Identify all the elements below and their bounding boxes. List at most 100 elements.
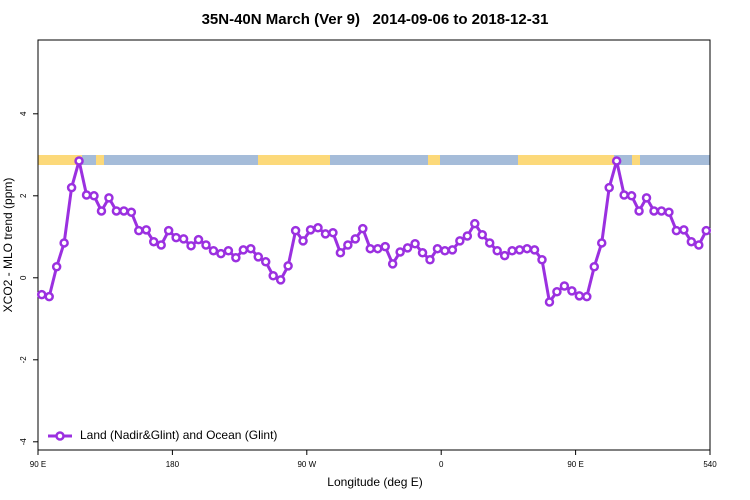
data-point bbox=[171, 232, 181, 243]
data-point bbox=[611, 156, 622, 166]
data-point bbox=[567, 286, 577, 296]
y-tick-label: -2 bbox=[19, 356, 28, 364]
data-point bbox=[395, 247, 405, 257]
data-point bbox=[36, 289, 47, 300]
data-point bbox=[216, 248, 226, 259]
data-point bbox=[66, 182, 77, 193]
data-point bbox=[387, 259, 398, 269]
data-point bbox=[634, 206, 644, 216]
data-point bbox=[156, 240, 166, 250]
data-point bbox=[208, 245, 219, 256]
data-point bbox=[470, 218, 480, 229]
data-point bbox=[425, 255, 435, 265]
data-point bbox=[686, 236, 697, 247]
data-point bbox=[462, 231, 473, 241]
x-tick-label: 540 bbox=[703, 460, 717, 469]
data-point bbox=[59, 238, 69, 248]
data-point bbox=[89, 191, 99, 201]
y-tick-label: 4 bbox=[19, 111, 28, 116]
data-point bbox=[313, 223, 323, 233]
data-point bbox=[380, 241, 390, 252]
data-point bbox=[238, 245, 249, 255]
data-point bbox=[268, 271, 278, 281]
data-point bbox=[537, 255, 547, 265]
x-tick-label: 180 bbox=[166, 460, 180, 469]
chart-title: 35N-40N March (Ver 9) 2014-09-06 to 2018… bbox=[202, 11, 549, 28]
x-tick-label: 90 E bbox=[30, 460, 46, 469]
data-point bbox=[365, 243, 376, 254]
data-point bbox=[335, 248, 346, 258]
data-point bbox=[246, 243, 256, 254]
data-point bbox=[104, 193, 114, 203]
data-point bbox=[343, 240, 353, 250]
x-tick-label: 0 bbox=[439, 460, 444, 469]
y-tick-label: 0 bbox=[19, 275, 28, 280]
data-point bbox=[320, 229, 331, 239]
data-point bbox=[350, 234, 361, 244]
data-point bbox=[298, 236, 308, 246]
data-point bbox=[507, 245, 517, 256]
data-point bbox=[44, 291, 54, 302]
data-point bbox=[701, 225, 712, 236]
legend-label: Land (Nadir&Glint) and Ocean (Glint) bbox=[80, 428, 277, 442]
data-point bbox=[328, 227, 338, 238]
y-tick-label: 2 bbox=[19, 193, 28, 198]
data-point bbox=[141, 225, 152, 235]
data-point bbox=[499, 250, 510, 261]
data-point bbox=[574, 291, 585, 301]
data-point bbox=[559, 281, 570, 291]
data-point bbox=[694, 240, 704, 250]
data-point bbox=[223, 245, 234, 256]
data-point bbox=[477, 230, 488, 240]
data-point bbox=[81, 190, 92, 200]
data-point bbox=[619, 190, 629, 200]
data-point bbox=[432, 243, 443, 254]
x-tick-label: 90 E bbox=[567, 460, 583, 469]
data-point bbox=[74, 156, 84, 166]
data-point bbox=[126, 207, 137, 217]
x-axis-label: Longitude (deg E) bbox=[327, 475, 422, 489]
data-point bbox=[544, 297, 555, 307]
x-tick-label: 90 W bbox=[297, 460, 316, 469]
data-point bbox=[664, 207, 674, 217]
data-point bbox=[111, 206, 122, 216]
data-point bbox=[417, 248, 428, 258]
data-point bbox=[231, 252, 241, 263]
data-point bbox=[193, 234, 204, 245]
data-point bbox=[358, 223, 368, 234]
data-point bbox=[178, 234, 189, 244]
data-point bbox=[455, 236, 465, 246]
data-point bbox=[402, 243, 413, 253]
data-point bbox=[148, 236, 159, 247]
y-axis-label: XCO2 - MLO trend (ppm) bbox=[1, 178, 15, 313]
data-point bbox=[604, 182, 614, 193]
data-point bbox=[253, 252, 264, 262]
data-point bbox=[96, 206, 107, 216]
data-point bbox=[260, 257, 271, 267]
data-point bbox=[134, 225, 144, 236]
data-point bbox=[589, 261, 600, 272]
data-point bbox=[582, 291, 592, 302]
data-point bbox=[283, 261, 293, 271]
data-point bbox=[656, 206, 667, 216]
data-point bbox=[51, 261, 62, 272]
data-point bbox=[290, 225, 301, 236]
data-point bbox=[671, 225, 682, 236]
data-point bbox=[596, 238, 607, 248]
data-point bbox=[440, 245, 450, 256]
data-point bbox=[447, 245, 458, 255]
data-point bbox=[641, 193, 652, 203]
data-point bbox=[305, 225, 316, 235]
data-point bbox=[514, 245, 525, 255]
data-point bbox=[163, 225, 174, 236]
legend-marker bbox=[55, 431, 65, 441]
data-point bbox=[484, 238, 495, 248]
data-point bbox=[201, 240, 211, 250]
data-point bbox=[492, 245, 502, 256]
y-tick-label: -4 bbox=[19, 438, 28, 446]
data-point bbox=[649, 206, 659, 216]
land-ocean-strip bbox=[38, 155, 710, 165]
data-point bbox=[186, 241, 196, 251]
data-point bbox=[275, 275, 286, 285]
